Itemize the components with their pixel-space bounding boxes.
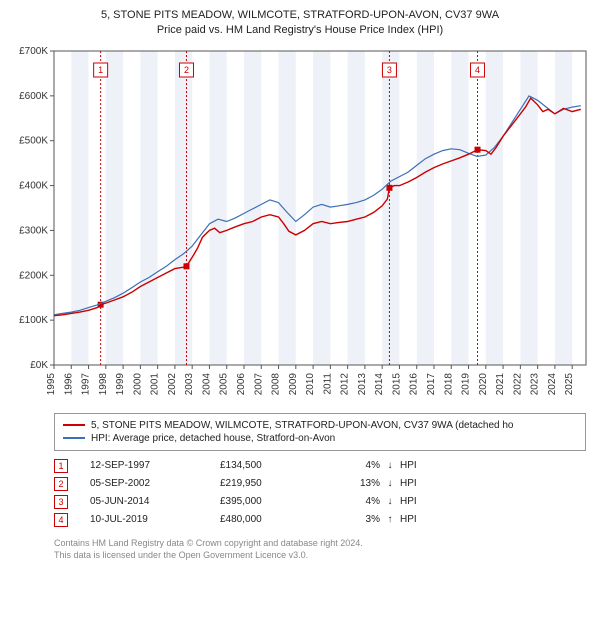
svg-text:2011: 2011: [322, 372, 333, 394]
transactions-table: 1 12-SEP-1997 £134,500 4% ↓ HPI 2 05-SEP…: [54, 459, 586, 527]
svg-text:2007: 2007: [253, 372, 264, 395]
hpi-suffix: HPI: [400, 478, 430, 489]
marker-number: 2: [54, 477, 68, 491]
svg-text:3: 3: [387, 65, 392, 75]
svg-text:2020: 2020: [478, 372, 489, 395]
hpi-suffix: HPI: [400, 514, 430, 525]
svg-text:4: 4: [475, 65, 480, 75]
transaction-price: £480,000: [220, 514, 330, 525]
hpi-suffix: HPI: [400, 496, 430, 507]
svg-text:2021: 2021: [495, 372, 506, 395]
svg-text:2022: 2022: [512, 372, 523, 395]
transaction-date: 05-SEP-2002: [90, 478, 220, 489]
svg-text:2014: 2014: [374, 372, 385, 395]
transaction-price: £134,500: [220, 460, 330, 471]
transaction-date: 12-SEP-1997: [90, 460, 220, 471]
table-row: 3 05-JUN-2014 £395,000 4% ↓ HPI: [54, 495, 586, 509]
legend-label: HPI: Average price, detached house, Stra…: [91, 433, 335, 444]
svg-text:2025: 2025: [564, 372, 575, 395]
svg-text:£300K: £300K: [19, 225, 48, 236]
svg-text:2010: 2010: [305, 372, 316, 395]
transaction-pct: 3%: [330, 514, 380, 525]
svg-text:2005: 2005: [219, 372, 230, 395]
transaction-pct: 13%: [330, 478, 380, 489]
marker-number: 4: [54, 513, 68, 527]
svg-text:£600K: £600K: [19, 91, 48, 102]
svg-text:£400K: £400K: [19, 180, 48, 191]
title-block: 5, STONE PITS MEADOW, WILMCOTE, STRATFOR…: [10, 8, 590, 39]
marker-number: 1: [54, 459, 68, 473]
svg-text:2015: 2015: [391, 372, 402, 395]
svg-text:2023: 2023: [530, 372, 541, 395]
svg-text:2016: 2016: [409, 372, 420, 395]
table-row: 4 10-JUL-2019 £480,000 3% ↑ HPI: [54, 513, 586, 527]
arrow-icon: ↓: [380, 460, 400, 471]
svg-text:£500K: £500K: [19, 135, 48, 146]
svg-text:2003: 2003: [184, 372, 195, 395]
svg-text:2004: 2004: [201, 372, 212, 395]
svg-text:2: 2: [184, 65, 189, 75]
svg-text:£0K: £0K: [30, 360, 48, 371]
svg-text:£200K: £200K: [19, 270, 48, 281]
legend-label: 5, STONE PITS MEADOW, WILMCOTE, STRATFOR…: [91, 420, 514, 431]
svg-text:2018: 2018: [443, 372, 454, 395]
table-row: 2 05-SEP-2002 £219,950 13% ↓ HPI: [54, 477, 586, 491]
chart-svg: £0K £100K £200K £300K £400K £500K £600K £700K 19…: [10, 45, 590, 405]
table-row: 1 12-SEP-1997 £134,500 4% ↓ HPI: [54, 459, 586, 473]
arrow-icon: ↑: [380, 514, 400, 525]
svg-text:2000: 2000: [132, 372, 143, 395]
transaction-date: 10-JUL-2019: [90, 514, 220, 525]
svg-text:1995: 1995: [46, 372, 57, 395]
svg-text:2019: 2019: [461, 372, 472, 395]
arrow-icon: ↓: [380, 478, 400, 489]
arrow-icon: ↓: [380, 496, 400, 507]
svg-text:£100K: £100K: [19, 315, 48, 326]
legend-row: HPI: Average price, detached house, Stra…: [63, 433, 577, 444]
legend: 5, STONE PITS MEADOW, WILMCOTE, STRATFOR…: [54, 413, 586, 451]
transaction-pct: 4%: [330, 496, 380, 507]
svg-text:1998: 1998: [98, 372, 109, 395]
footnote-line: Contains HM Land Registry data © Crown c…: [54, 537, 590, 550]
svg-text:1: 1: [98, 65, 103, 75]
svg-text:1999: 1999: [115, 372, 126, 395]
container: 5, STONE PITS MEADOW, WILMCOTE, STRATFOR…: [0, 0, 600, 572]
transaction-price: £219,950: [220, 478, 330, 489]
svg-text:2009: 2009: [288, 372, 299, 395]
transaction-price: £395,000: [220, 496, 330, 507]
chart: £0K £100K £200K £300K £400K £500K £600K £700K 19…: [10, 45, 590, 405]
svg-text:2013: 2013: [357, 372, 368, 395]
marker-number: 3: [54, 495, 68, 509]
svg-text:2017: 2017: [426, 372, 437, 395]
legend-row: 5, STONE PITS MEADOW, WILMCOTE, STRATFOR…: [63, 420, 577, 431]
title-line-1: 5, STONE PITS MEADOW, WILMCOTE, STRATFOR…: [10, 8, 590, 23]
legend-swatch: [63, 437, 85, 439]
svg-text:2012: 2012: [340, 372, 351, 395]
svg-text:2002: 2002: [167, 372, 178, 395]
svg-text:2008: 2008: [271, 372, 282, 395]
legend-swatch: [63, 424, 85, 426]
title-line-2: Price paid vs. HM Land Registry's House …: [10, 23, 590, 38]
footnote: Contains HM Land Registry data © Crown c…: [54, 537, 590, 562]
svg-text:£700K: £700K: [19, 46, 48, 57]
footnote-line: This data is licensed under the Open Gov…: [54, 549, 590, 562]
svg-text:2001: 2001: [150, 372, 161, 395]
hpi-suffix: HPI: [400, 460, 430, 471]
transaction-pct: 4%: [330, 460, 380, 471]
svg-text:1997: 1997: [81, 372, 92, 395]
transaction-date: 05-JUN-2014: [90, 496, 220, 507]
svg-text:1996: 1996: [63, 372, 74, 395]
svg-text:2024: 2024: [547, 372, 558, 395]
svg-text:2006: 2006: [236, 372, 247, 395]
